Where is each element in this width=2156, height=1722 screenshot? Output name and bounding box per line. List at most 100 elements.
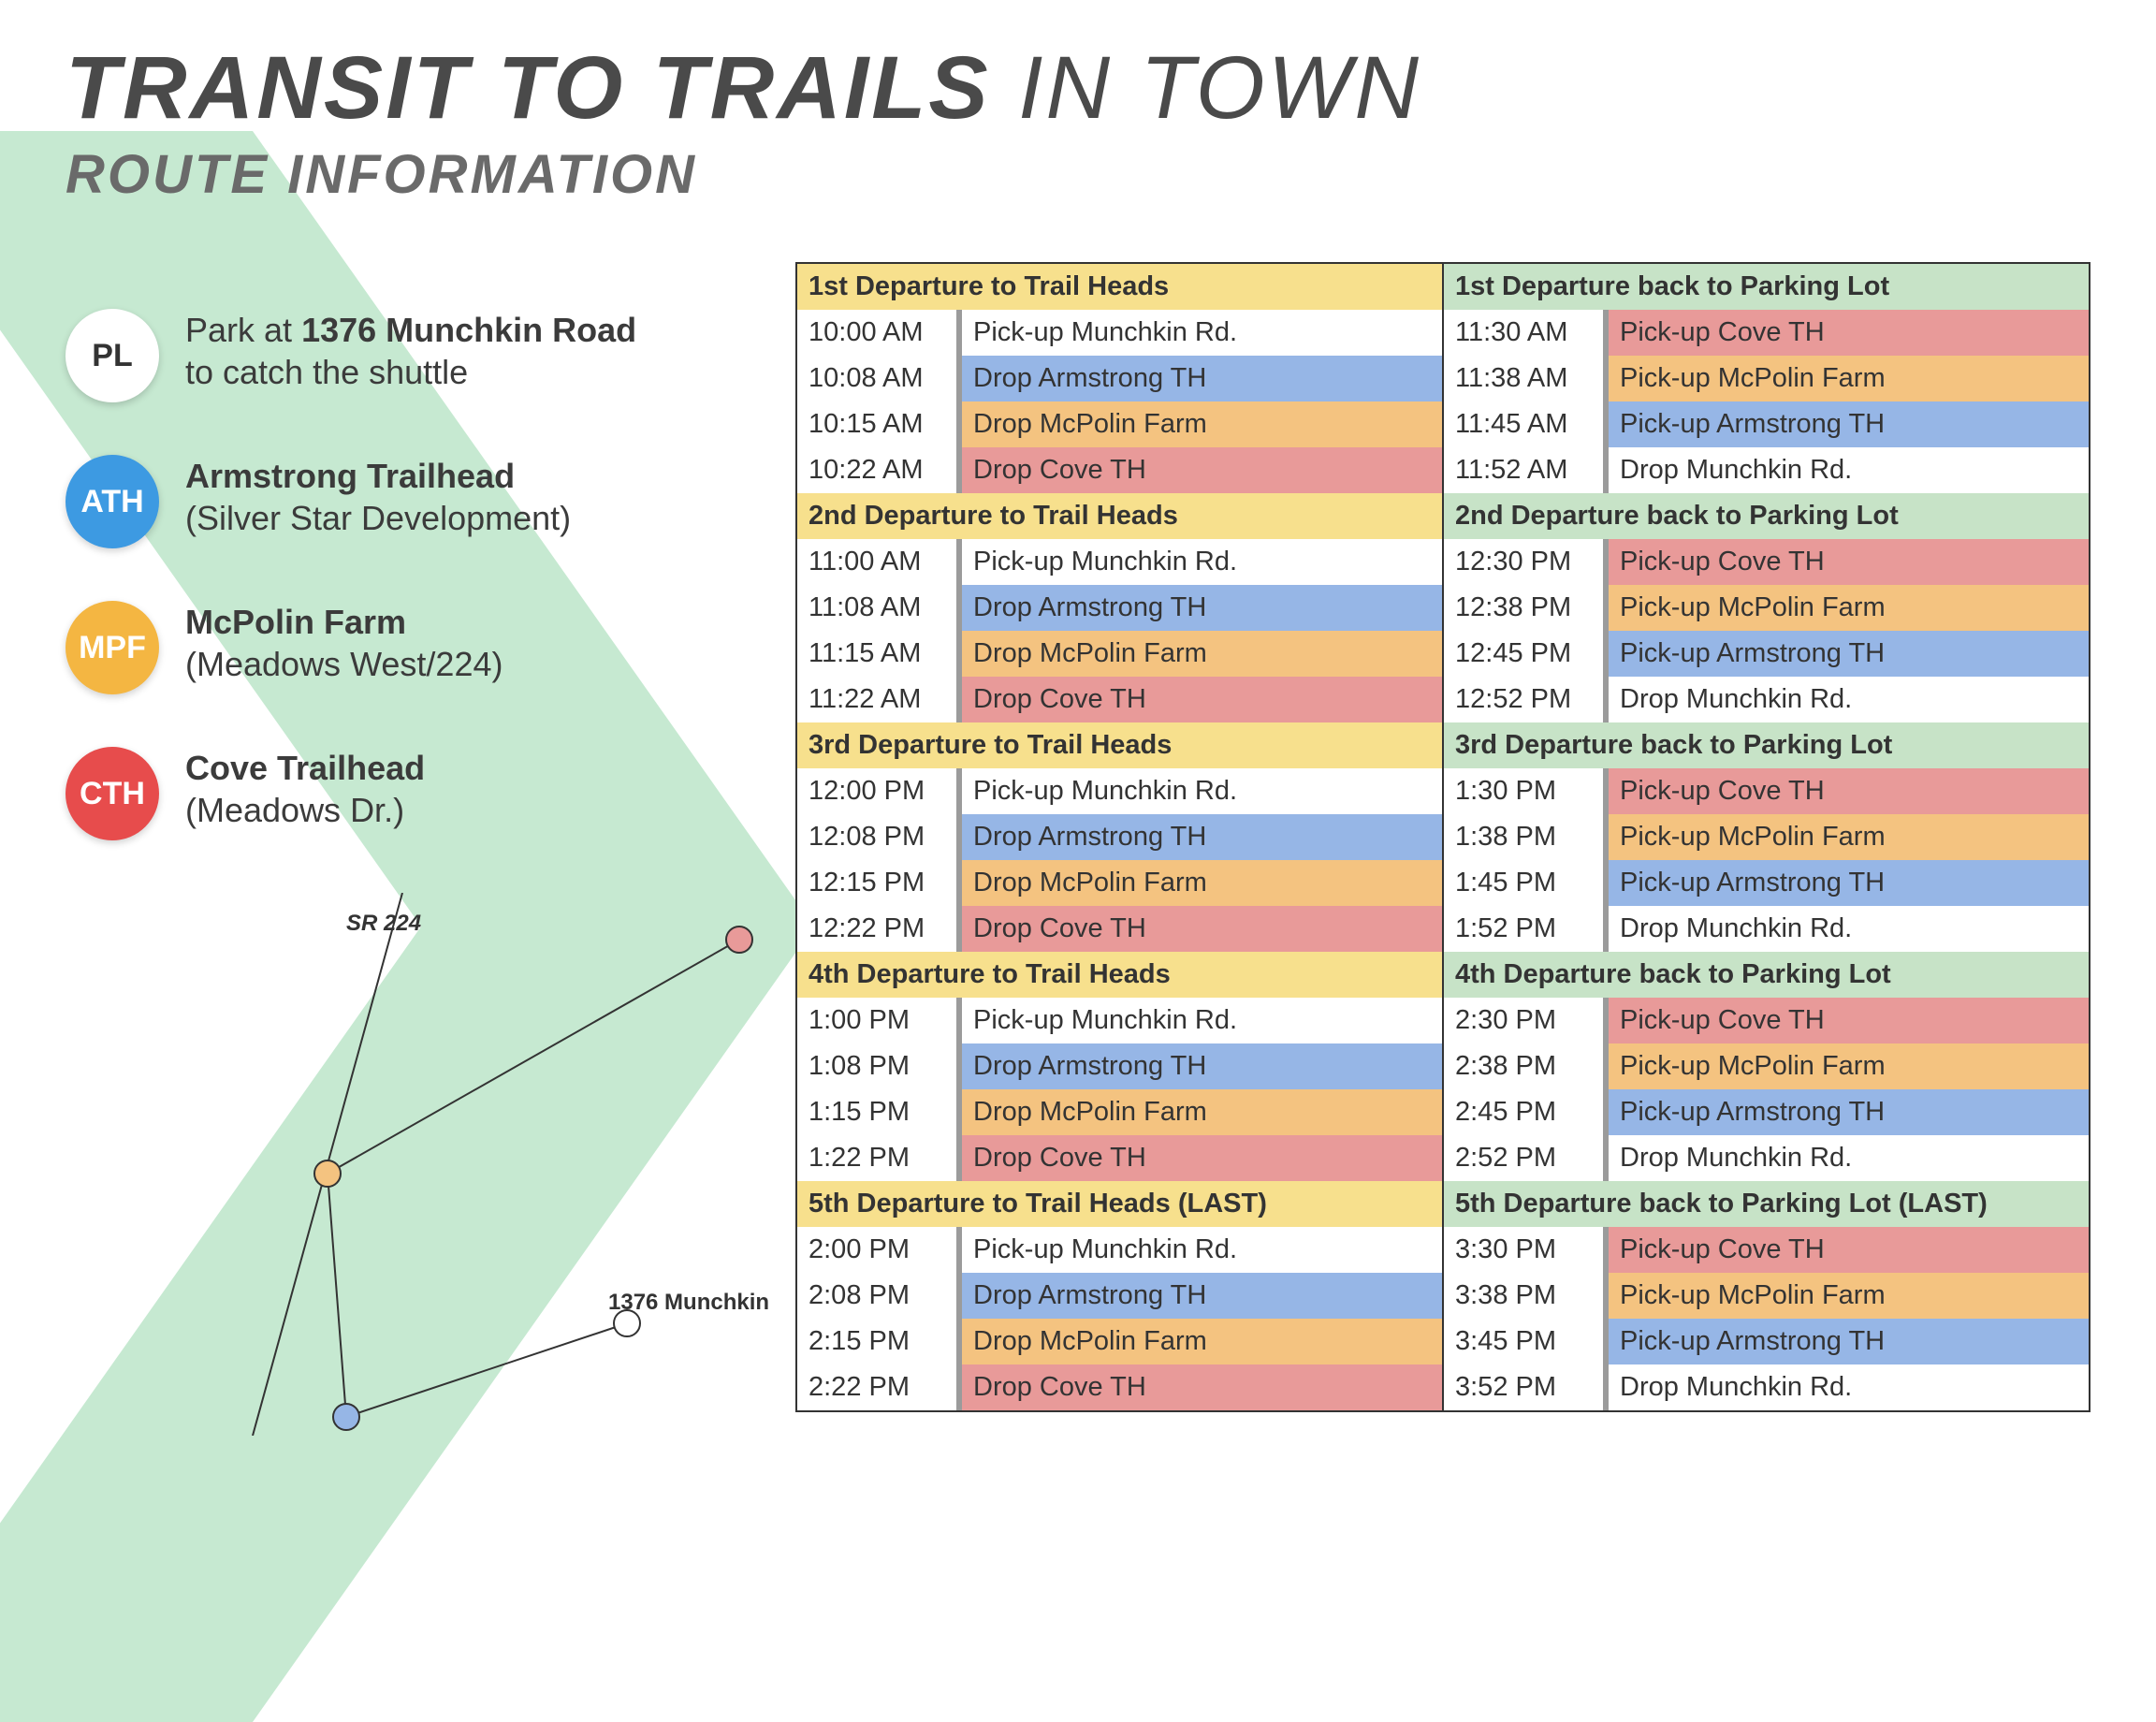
- schedule-time: 1:52 PM: [1444, 906, 1603, 952]
- schedule-desc: Drop Munchkin Rd.: [1609, 677, 2089, 722]
- legend-line1: Armstrong Trailhead: [185, 455, 571, 497]
- schedule-section-header: 1st Departure to Trail Heads: [797, 264, 1442, 310]
- schedule-time: 3:52 PM: [1444, 1364, 1603, 1410]
- schedule-row: 2:38 PMPick-up McPolin Farm: [1444, 1043, 2089, 1089]
- schedule-desc: Pick-up Armstrong TH: [1609, 631, 2089, 677]
- schedule-desc: Drop Cove TH: [962, 1364, 1442, 1410]
- schedule-row: 1:15 PMDrop McPolin Farm: [797, 1089, 1442, 1135]
- schedule-desc: Pick-up Armstrong TH: [1609, 401, 2089, 447]
- schedule-row: 1:00 PMPick-up Munchkin Rd.: [797, 998, 1442, 1043]
- schedule-row: 10:08 AMDrop Armstrong TH: [797, 356, 1442, 401]
- right-column: 1st Departure to Trail Heads10:00 AMPick…: [795, 262, 2090, 1440]
- legend-line1: Park at 1376 Munchkin Road: [185, 309, 636, 351]
- schedule-row: 1:45 PMPick-up Armstrong TH: [1444, 860, 2089, 906]
- schedule-row: 12:45 PMPick-up Armstrong TH: [1444, 631, 2089, 677]
- schedule-time: 1:30 PM: [1444, 768, 1603, 814]
- schedule-section-header: 3rd Departure to Trail Heads: [797, 722, 1442, 768]
- schedule-desc: Drop Armstrong TH: [962, 814, 1442, 860]
- map-line-orange-blue: [328, 1174, 346, 1417]
- schedule-desc: Pick-up Armstrong TH: [1609, 1089, 2089, 1135]
- schedule-time: 10:15 AM: [797, 401, 956, 447]
- schedule-row: 11:15 AMDrop McPolin Farm: [797, 631, 1442, 677]
- schedule-row: 2:22 PMDrop Cove TH: [797, 1364, 1442, 1410]
- legend-text: McPolin Farm(Meadows West/224): [185, 601, 503, 685]
- schedule-desc: Pick-up Armstrong TH: [1609, 1319, 2089, 1364]
- schedule-time: 12:15 PM: [797, 860, 956, 906]
- schedule-row: 11:45 AMPick-up Armstrong TH: [1444, 401, 2089, 447]
- schedule-desc: Pick-up Cove TH: [1609, 310, 2089, 356]
- schedule-time: 2:22 PM: [797, 1364, 956, 1410]
- schedule-desc: Drop Armstrong TH: [962, 1043, 1442, 1089]
- map-node-mpf: [314, 1160, 341, 1187]
- schedule-desc: Pick-up Munchkin Rd.: [962, 1227, 1442, 1273]
- schedule-desc: Pick-up Cove TH: [1609, 768, 2089, 814]
- schedule-time: 2:30 PM: [1444, 998, 1603, 1043]
- schedule-time: 11:45 AM: [1444, 401, 1603, 447]
- schedule-row: 10:00 AMPick-up Munchkin Rd.: [797, 310, 1442, 356]
- schedule-time: 3:30 PM: [1444, 1227, 1603, 1273]
- schedule-time: 11:22 AM: [797, 677, 956, 722]
- schedule-col-out: 1st Departure to Trail Heads10:00 AMPick…: [797, 264, 1444, 1410]
- schedule-row: 1:08 PMDrop Armstrong TH: [797, 1043, 1442, 1089]
- schedule-row: 2:30 PMPick-up Cove TH: [1444, 998, 2089, 1043]
- legend-text: Armstrong Trailhead(Silver Star Developm…: [185, 455, 571, 539]
- schedule-row: 1:30 PMPick-up Cove TH: [1444, 768, 2089, 814]
- schedule-time: 11:30 AM: [1444, 310, 1603, 356]
- legend-item: CTH Cove Trailhead(Meadows Dr.): [66, 747, 777, 840]
- schedule-time: 10:08 AM: [797, 356, 956, 401]
- map-node-pl: [614, 1310, 640, 1336]
- schedule-row: 11:52 AMDrop Munchkin Rd.: [1444, 447, 2089, 493]
- schedule-time: 11:15 AM: [797, 631, 956, 677]
- schedule-desc: Pick-up McPolin Farm: [1609, 814, 2089, 860]
- schedule-time: 1:00 PM: [797, 998, 956, 1043]
- legend-badge: MPF: [66, 601, 159, 694]
- schedule-desc: Drop Armstrong TH: [962, 356, 1442, 401]
- schedule-time: 12:45 PM: [1444, 631, 1603, 677]
- schedule-desc: Drop Cove TH: [962, 677, 1442, 722]
- schedule-desc: Pick-up Munchkin Rd.: [962, 768, 1442, 814]
- schedule-row: 3:45 PMPick-up Armstrong TH: [1444, 1319, 2089, 1364]
- schedule-desc: Pick-up McPolin Farm: [1609, 1273, 2089, 1319]
- schedule-time: 1:38 PM: [1444, 814, 1603, 860]
- schedule-desc: Pick-up McPolin Farm: [1609, 1043, 2089, 1089]
- legend-badge: ATH: [66, 455, 159, 548]
- schedule-time: 2:08 PM: [797, 1273, 956, 1319]
- schedule-time: 11:00 AM: [797, 539, 956, 585]
- schedule-time: 2:45 PM: [1444, 1089, 1603, 1135]
- map-svg: SR 224 1376 Munchkin Rd: [66, 893, 777, 1436]
- schedule-desc: Pick-up Cove TH: [1609, 1227, 2089, 1273]
- schedule-time: 1:45 PM: [1444, 860, 1603, 906]
- main-layout: PLPark at 1376 Munchkin Roadto catch the…: [66, 262, 2090, 1440]
- schedule-row: 2:08 PMDrop Armstrong TH: [797, 1273, 1442, 1319]
- schedule-time: 12:22 PM: [797, 906, 956, 952]
- schedule-desc: Drop Cove TH: [962, 906, 1442, 952]
- legend-badge: CTH: [66, 747, 159, 840]
- schedule-time: 12:38 PM: [1444, 585, 1603, 631]
- schedule-time: 12:30 PM: [1444, 539, 1603, 585]
- route-map: SR 224 1376 Munchkin Rd: [66, 893, 777, 1440]
- map-label-sr224: SR 224: [346, 911, 421, 936]
- schedule-desc: Drop Cove TH: [962, 1135, 1442, 1181]
- schedule-section-header: 1st Departure back to Parking Lot: [1444, 264, 2089, 310]
- schedule-row: 2:52 PMDrop Munchkin Rd.: [1444, 1135, 2089, 1181]
- schedule-desc: Pick-up Munchkin Rd.: [962, 998, 1442, 1043]
- schedule-row: 1:22 PMDrop Cove TH: [797, 1135, 1442, 1181]
- schedule-desc: Drop McPolin Farm: [962, 860, 1442, 906]
- map-node-cth: [726, 927, 752, 953]
- schedule-section-header: 4th Departure to Trail Heads: [797, 952, 1442, 998]
- legend-line2: (Silver Star Development): [185, 497, 571, 539]
- legend-line1: Cove Trailhead: [185, 747, 425, 789]
- schedule-col-back: 1st Departure back to Parking Lot11:30 A…: [1444, 264, 2090, 1410]
- legend-text: Cove Trailhead(Meadows Dr.): [185, 747, 425, 831]
- schedule-row: 2:45 PMPick-up Armstrong TH: [1444, 1089, 2089, 1135]
- schedule-time: 12:08 PM: [797, 814, 956, 860]
- schedule-desc: Drop Munchkin Rd.: [1609, 447, 2089, 493]
- schedule-time: 10:22 AM: [797, 447, 956, 493]
- schedule-section-header: 2nd Departure back to Parking Lot: [1444, 493, 2089, 539]
- schedule-desc: Drop Armstrong TH: [962, 585, 1442, 631]
- legend-line2: (Meadows Dr.): [185, 789, 425, 831]
- schedule-desc: Pick-up Cove TH: [1609, 539, 2089, 585]
- schedule-row: 3:30 PMPick-up Cove TH: [1444, 1227, 2089, 1273]
- content-container: TRANSIT TO TRAILS IN TOWN ROUTE INFORMAT…: [0, 0, 2156, 1478]
- schedule-time: 2:38 PM: [1444, 1043, 1603, 1089]
